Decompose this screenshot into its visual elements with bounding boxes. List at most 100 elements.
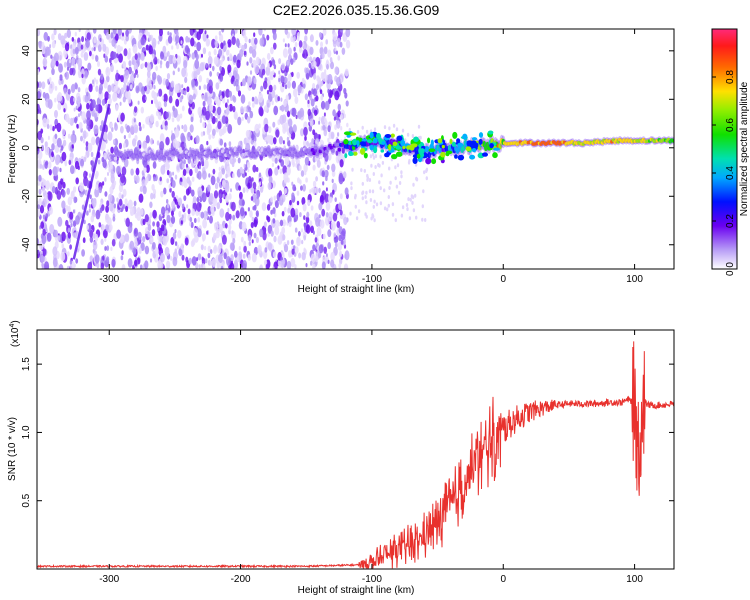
speckle-cell	[172, 70, 175, 76]
speckle-cell	[101, 98, 106, 106]
speckle-cell	[343, 113, 346, 119]
speckle-cell	[261, 68, 266, 76]
speckle-cell	[178, 210, 182, 218]
speckle-cell	[192, 93, 196, 100]
speckle-cell	[47, 35, 50, 42]
snr-y-multiplier-exp: 4	[9, 324, 16, 328]
speckle-cell	[90, 151, 94, 158]
speckle-cell	[334, 66, 339, 74]
speckle-cell	[57, 216, 63, 227]
speckle-cell	[158, 88, 163, 97]
speckle-cell	[145, 44, 149, 51]
ridge-blob	[416, 153, 421, 159]
speckle-cell	[93, 112, 98, 119]
speckle-cell	[278, 77, 281, 83]
speckle-cell	[266, 34, 270, 41]
speckle-cell	[212, 128, 216, 136]
speckle-cell	[299, 107, 305, 118]
colorbar-tick-label: 0.8	[725, 70, 736, 84]
speckle-cell	[183, 124, 188, 133]
speckle-cell	[372, 172, 375, 176]
speckle-cell	[272, 218, 276, 224]
speckle-cell	[251, 102, 255, 108]
speckle-cell	[246, 161, 251, 169]
ridge-cell	[191, 149, 195, 154]
ridge-cell	[162, 156, 167, 161]
speckle-cell	[205, 62, 208, 68]
speckle-cell	[237, 90, 242, 97]
speckle-cell	[227, 39, 232, 48]
speckle-cell	[106, 149, 110, 154]
speckle-cell	[49, 77, 52, 82]
speckle-cell	[214, 96, 219, 104]
speckle-cell	[52, 246, 58, 257]
speckle-cell	[104, 237, 107, 242]
speckle-cell	[312, 83, 316, 90]
speckle-cell	[275, 219, 280, 228]
ridge-blob	[471, 148, 477, 153]
speckle-cell	[45, 180, 50, 191]
speckle-cell	[253, 77, 257, 85]
speckle-cell	[206, 128, 211, 136]
speckle-cell	[135, 167, 140, 176]
speckle-cell	[218, 224, 223, 233]
speckle-cell	[107, 172, 109, 176]
speckle-cell	[302, 203, 307, 212]
speckle-cell	[101, 157, 105, 163]
speckle-cell	[199, 197, 203, 203]
speckle-cell	[81, 73, 84, 79]
speckle-cell	[263, 80, 268, 90]
speckle-cell	[207, 55, 213, 66]
speckle-cell	[315, 84, 319, 91]
speckle-cell	[149, 83, 153, 90]
ridge-cell	[205, 153, 209, 158]
speckle-cell	[59, 74, 63, 81]
speckle-cell	[71, 144, 74, 149]
speckle-cell	[248, 38, 251, 44]
ridge-cell	[134, 149, 138, 154]
speckle-cell	[130, 168, 134, 176]
speckle-cell	[243, 50, 247, 56]
speckle-cell	[273, 181, 276, 187]
speckle-cell	[278, 136, 283, 145]
speckle-cell	[80, 51, 84, 58]
speckle-cell	[190, 221, 194, 229]
speckle-cell	[248, 234, 252, 242]
speckle-cell	[231, 230, 234, 235]
speckle-cell	[156, 74, 161, 82]
ridge-blob	[437, 138, 443, 144]
speckle-cell	[231, 201, 236, 212]
speckle-cell	[280, 104, 285, 112]
speckle-cell	[290, 239, 294, 245]
speckle-cell	[295, 114, 298, 120]
speckle-cell	[115, 104, 119, 112]
speckle-cell	[147, 173, 150, 179]
speckle-cell	[47, 161, 52, 169]
speckle-cell	[218, 90, 222, 96]
speckle-cell	[325, 216, 330, 226]
speckle-cell	[301, 41, 305, 47]
speckle-cell	[140, 106, 144, 114]
speckle-cell	[251, 49, 257, 58]
speckle-cell	[220, 42, 224, 50]
speckle-cell	[196, 173, 200, 179]
speckle-cell	[166, 203, 170, 209]
speckle-cell	[243, 245, 247, 253]
y-tick-label: -20	[21, 189, 32, 204]
speckle-cell	[42, 186, 46, 194]
speckle-cell	[80, 44, 84, 50]
speckle-cell	[54, 124, 57, 129]
speckle-cell	[366, 175, 369, 180]
ridge-cell	[195, 150, 200, 155]
speckle-cell	[169, 187, 172, 193]
ridge-blob	[451, 141, 457, 147]
speckle-cell	[225, 195, 229, 203]
ridge-cell	[313, 145, 318, 150]
speckle-cell	[307, 199, 311, 205]
ridge-cell	[135, 155, 140, 159]
speckle-cell	[191, 79, 196, 87]
speckle-cell	[53, 29, 57, 36]
ridge-cell	[310, 148, 315, 152]
speckle-cell	[339, 159, 344, 168]
speckle-cell	[54, 85, 58, 91]
